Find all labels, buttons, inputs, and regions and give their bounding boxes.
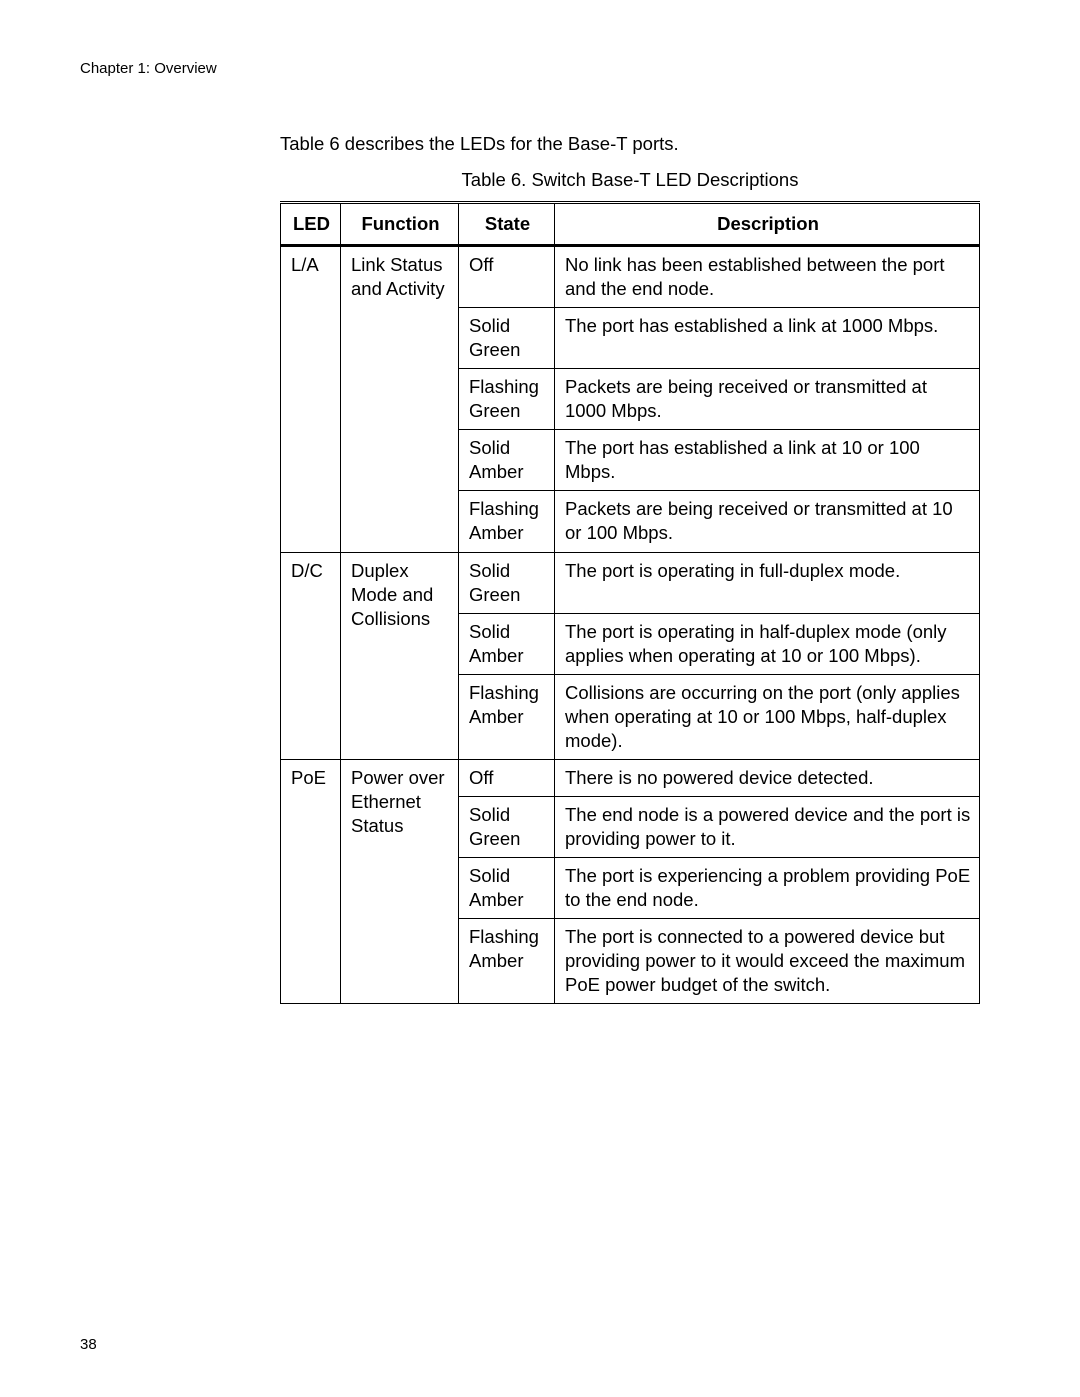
col-header-function: Function xyxy=(341,203,459,246)
cell-description: Packets are being received or transmitte… xyxy=(555,369,980,430)
chapter-header: Chapter 1: Overview xyxy=(80,60,1000,77)
cell-state: Solid Green xyxy=(459,552,555,613)
cell-description: The port is connected to a powered devic… xyxy=(555,919,980,1004)
cell-description: The port has established a link at 1000 … xyxy=(555,308,980,369)
cell-state: Solid Green xyxy=(459,796,555,857)
cell-state: Flashing Amber xyxy=(459,491,555,552)
cell-description: Packets are being received or transmitte… xyxy=(555,491,980,552)
page: Chapter 1: Overview Table 6 describes th… xyxy=(0,0,1080,1397)
cell-state: Solid Amber xyxy=(459,613,555,674)
table-row: PoEPower over Ethernet StatusOffThere is… xyxy=(281,759,980,796)
table-header-row: LED Function State Description xyxy=(281,203,980,246)
cell-description: Collisions are occurring on the port (on… xyxy=(555,674,980,759)
cell-state: Solid Amber xyxy=(459,857,555,918)
cell-function: Link Status and Activity xyxy=(341,246,459,552)
cell-led: D/C xyxy=(281,552,341,759)
table-row: D/CDuplex Mode and CollisionsSolid Green… xyxy=(281,552,980,613)
cell-description: The port is operating in half-duplex mod… xyxy=(555,613,980,674)
cell-state: Off xyxy=(459,246,555,308)
cell-state: Solid Amber xyxy=(459,430,555,491)
table-caption: Table 6. Switch Base-T LED Descriptions xyxy=(280,169,980,191)
cell-state: Solid Green xyxy=(459,308,555,369)
cell-description: The port is experiencing a problem provi… xyxy=(555,857,980,918)
led-descriptions-table: LED Function State Description L/ALink S… xyxy=(280,201,980,1004)
cell-state: Flashing Amber xyxy=(459,919,555,1004)
table-row: L/ALink Status and ActivityOffNo link ha… xyxy=(281,246,980,308)
cell-function: Duplex Mode and Collisions xyxy=(341,552,459,759)
col-header-led: LED xyxy=(281,203,341,246)
cell-description: There is no powered device detected. xyxy=(555,759,980,796)
col-header-description: Description xyxy=(555,203,980,246)
col-header-state: State xyxy=(459,203,555,246)
cell-description: No link has been established between the… xyxy=(555,246,980,308)
cell-state: Flashing Green xyxy=(459,369,555,430)
cell-function: Power over Ethernet Status xyxy=(341,759,459,1003)
table-body: L/ALink Status and ActivityOffNo link ha… xyxy=(281,246,980,1004)
cell-state: Flashing Amber xyxy=(459,674,555,759)
cell-led: L/A xyxy=(281,246,341,552)
cell-description: The port is operating in full-duplex mod… xyxy=(555,552,980,613)
cell-description: The end node is a powered device and the… xyxy=(555,796,980,857)
intro-text: Table 6 describes the LEDs for the Base-… xyxy=(280,133,980,155)
page-number: 38 xyxy=(80,1336,97,1353)
cell-led: PoE xyxy=(281,759,341,1003)
page-content: Table 6 describes the LEDs for the Base-… xyxy=(280,133,980,1004)
cell-description: The port has established a link at 10 or… xyxy=(555,430,980,491)
cell-state: Off xyxy=(459,759,555,796)
